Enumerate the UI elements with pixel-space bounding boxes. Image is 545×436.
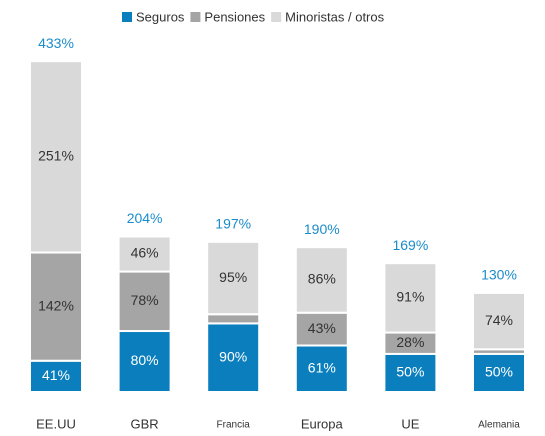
value-label: 46%	[131, 245, 159, 261]
bar-segment	[383, 262, 438, 334]
bar-segment	[206, 240, 261, 316]
bar-segment	[294, 246, 349, 314]
value-label: 50%	[396, 364, 424, 380]
x-tick-label: GBR	[131, 416, 159, 431]
total-label: 433%	[38, 35, 74, 51]
value-label: 251%	[38, 148, 74, 164]
x-tick-label: UE	[401, 416, 419, 431]
x-tick-label: EE.UU	[36, 416, 76, 431]
value-label: 90%	[219, 348, 247, 364]
x-tick-label: Francia	[217, 420, 251, 431]
value-label: 95%	[219, 269, 247, 285]
bar-segment	[206, 313, 261, 325]
bar-segment	[294, 311, 349, 347]
value-label: 50%	[485, 364, 513, 380]
total-label: 190%	[304, 221, 340, 237]
legend-swatch	[271, 12, 282, 22]
bar-segment	[206, 322, 261, 393]
bar-segment	[29, 359, 83, 394]
value-label: 41%	[42, 367, 70, 383]
bar-segment	[29, 60, 83, 254]
legend-label: Seguros	[136, 9, 185, 24]
value-label: 28%	[396, 334, 424, 350]
value-label: 74%	[485, 312, 513, 328]
x-tick-label: Alemania	[478, 420, 520, 431]
legend-swatch	[122, 12, 132, 22]
value-label: 78%	[131, 292, 159, 308]
total-label: 197%	[215, 216, 251, 232]
total-label: 204%	[127, 210, 163, 226]
value-label: 43%	[308, 320, 336, 336]
total-label: 169%	[392, 237, 428, 253]
total-label: 130%	[481, 267, 517, 283]
value-label: 91%	[396, 289, 424, 305]
legend-swatch	[190, 12, 201, 22]
bar-segment	[29, 251, 83, 362]
value-label: 86%	[308, 271, 336, 287]
bar-segment	[383, 352, 438, 393]
legend-label: Pensiones	[204, 9, 265, 24]
legend-label: Minoristas / otros	[285, 9, 384, 24]
bar-segment	[117, 330, 172, 393]
bar-segment	[117, 235, 172, 273]
value-label: 142%	[38, 297, 74, 313]
bar-segment	[294, 344, 349, 394]
value-label: 61%	[308, 359, 336, 375]
x-tick-label: Europa	[301, 416, 344, 431]
value-label: 80%	[131, 352, 159, 368]
bar-segment	[472, 291, 526, 351]
